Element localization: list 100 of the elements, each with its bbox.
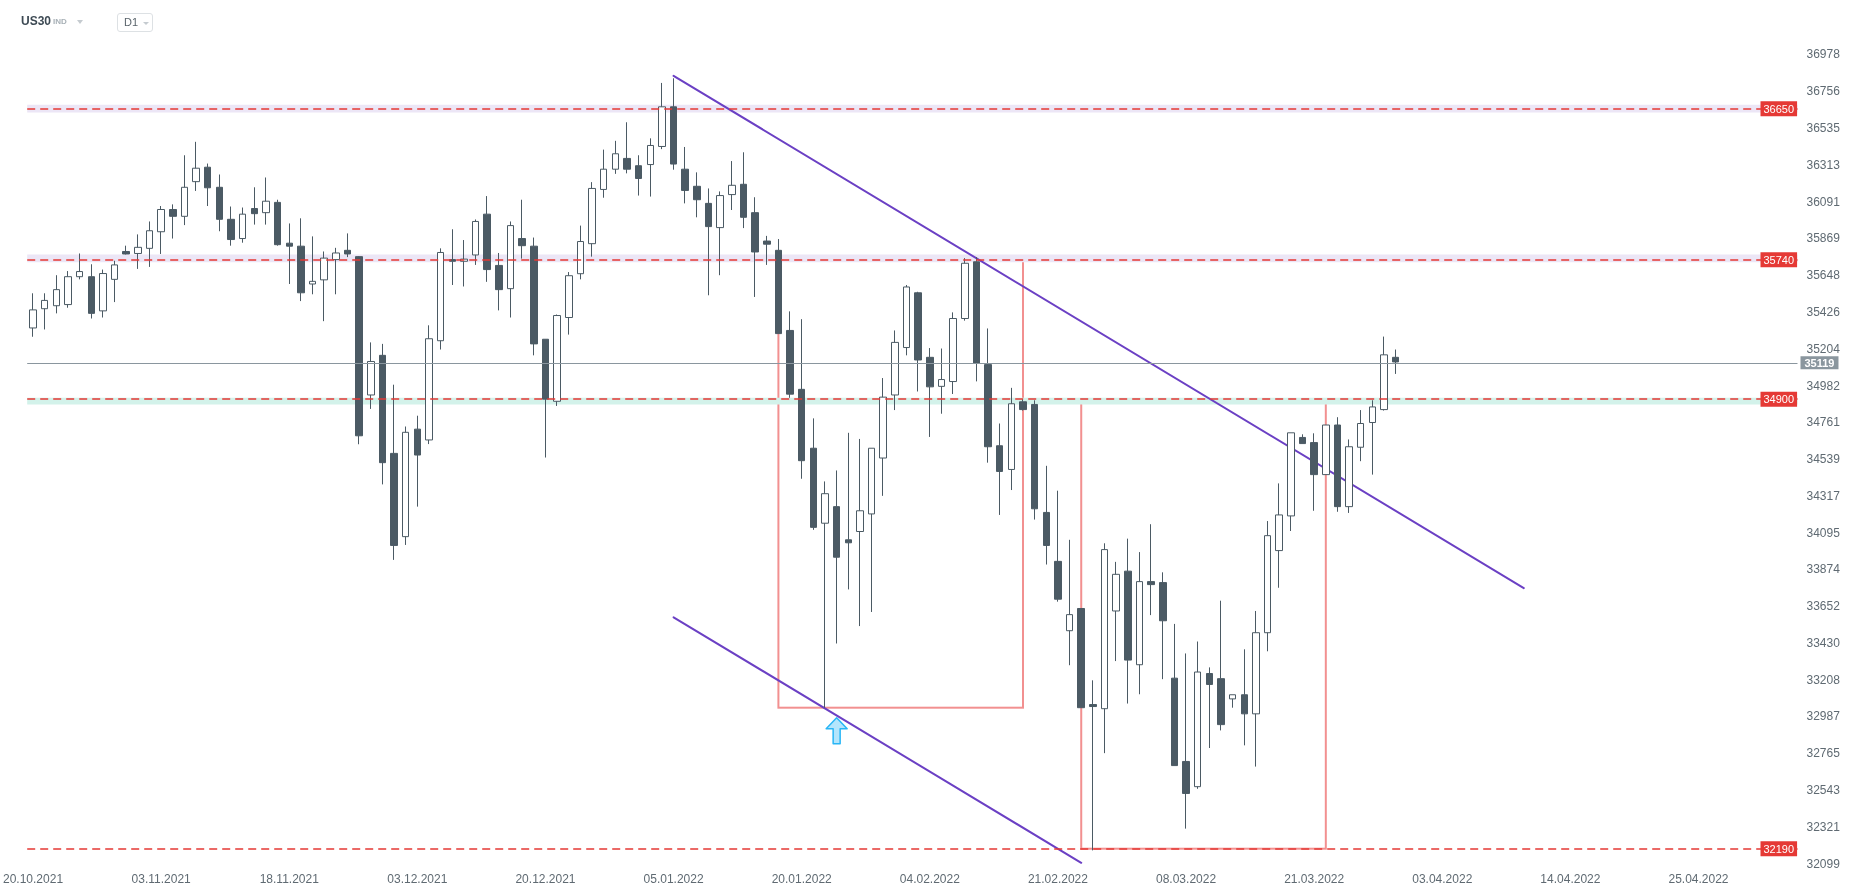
candlestick: [344, 232, 351, 258]
candlestick: [216, 174, 223, 232]
candlestick: [1252, 610, 1260, 768]
candlestick: [262, 176, 270, 226]
candlestick: [111, 260, 118, 303]
candlestick: [1043, 465, 1050, 566]
x-tick-label: 20.12.2021: [515, 871, 576, 886]
y-tick-label: 32987: [1806, 709, 1841, 724]
candlestick: [1380, 336, 1388, 412]
candlestick: [134, 233, 142, 270]
x-tick-label: 20.01.2022: [771, 871, 833, 886]
candlestick: [949, 311, 957, 395]
candlestick: [390, 384, 398, 561]
candlestick: [181, 154, 188, 226]
y-tick-label: 34761: [1806, 415, 1841, 430]
x-tick-label: 18.11.2021: [259, 871, 320, 886]
candlestick: [693, 171, 701, 218]
candlestick: [612, 140, 619, 175]
candlestick: [600, 149, 607, 199]
candlestick: [251, 186, 258, 226]
candlestick: [332, 247, 340, 295]
candlestick: [309, 235, 316, 295]
candlestick: [810, 417, 817, 531]
ref-line-label: 32190: [1763, 842, 1795, 855]
candlestick: [192, 141, 200, 192]
y-tick-label: 33430: [1806, 635, 1841, 650]
candlestick: [274, 199, 281, 247]
y-tick-label: 36756: [1806, 84, 1841, 99]
candlestick: [379, 343, 386, 485]
candlestick: [681, 146, 689, 204]
x-tick-label: 03.11.2021: [131, 871, 192, 886]
candlestick: [996, 423, 1003, 516]
y-tick-label: 32765: [1806, 746, 1841, 761]
candlestick: [833, 469, 840, 644]
x-tick-label: 14.04.2022: [1540, 871, 1601, 886]
y-tick-label: 35426: [1806, 304, 1841, 319]
candlestick: [1275, 482, 1283, 589]
y-tick-label: 35204: [1806, 341, 1841, 356]
candlestick: [856, 438, 864, 627]
y-tick-label: 36091: [1806, 194, 1841, 209]
candlestick: [623, 121, 631, 174]
candlestick: [239, 207, 246, 244]
candlestick: [658, 82, 666, 150]
candlestick: [530, 237, 538, 356]
y-tick-label: 33652: [1806, 599, 1841, 614]
candlestick: [76, 252, 83, 280]
candlestick: [553, 314, 561, 407]
candlestick: [1089, 679, 1097, 851]
candlestick: [740, 151, 747, 229]
candlestick: [169, 203, 177, 240]
candlestick: [1369, 399, 1376, 476]
candlestick: [1287, 432, 1295, 532]
candlestick: [437, 247, 444, 351]
ref-line-label: 35740: [1763, 253, 1795, 266]
candlestick: [88, 263, 95, 319]
candlestick: [1159, 571, 1167, 680]
candlestick: [122, 245, 130, 255]
candlestick: [821, 480, 829, 709]
y-tick-label: 35648: [1806, 268, 1841, 283]
ref-line-label: 34900: [1763, 393, 1795, 406]
candlestick: [1008, 387, 1015, 491]
candlestick: [355, 255, 363, 445]
y-tick-label: 32099: [1806, 856, 1841, 871]
x-tick-label: 20.10.2021: [2, 871, 64, 886]
y-tick-label: 32543: [1806, 783, 1841, 798]
candlestick: [1031, 399, 1038, 521]
candlestick: [1206, 666, 1213, 749]
candlestick: [367, 341, 375, 410]
candlestick: [635, 154, 642, 197]
candlestick: [227, 206, 235, 247]
candlestick: [670, 77, 677, 171]
candlestick: [1322, 424, 1330, 476]
candlestick: [879, 377, 887, 497]
candlestick: [507, 220, 514, 319]
candlestick: [868, 447, 875, 613]
candlestick: [1019, 398, 1027, 412]
candlestick: [449, 228, 456, 286]
candlestick: [1217, 600, 1225, 731]
candlestick: [751, 196, 759, 298]
candlestick: [984, 327, 992, 464]
y-tick-label: 36535: [1806, 120, 1841, 135]
candlestick: [588, 181, 596, 258]
candlestick: [565, 271, 573, 336]
y-tick-label: 36978: [1806, 47, 1841, 62]
candlestick: [1136, 551, 1143, 695]
y-tick-label: 34539: [1806, 452, 1841, 467]
candlestick: [1147, 523, 1155, 616]
candlestick: [495, 252, 503, 311]
candlestick: [425, 324, 433, 445]
candlestick: [1357, 409, 1364, 462]
candlestick: [705, 187, 712, 296]
x-tick-label: 04.02.2022: [899, 871, 961, 886]
candlestick: [763, 235, 771, 266]
candlestick: [286, 222, 293, 285]
candlestick: [146, 220, 153, 268]
candlestick: [1299, 433, 1306, 445]
candlestick: [402, 426, 409, 546]
candlestick: [157, 205, 165, 255]
ref-line-label: 36650: [1763, 102, 1795, 115]
chart-title: US30: [21, 14, 52, 28]
